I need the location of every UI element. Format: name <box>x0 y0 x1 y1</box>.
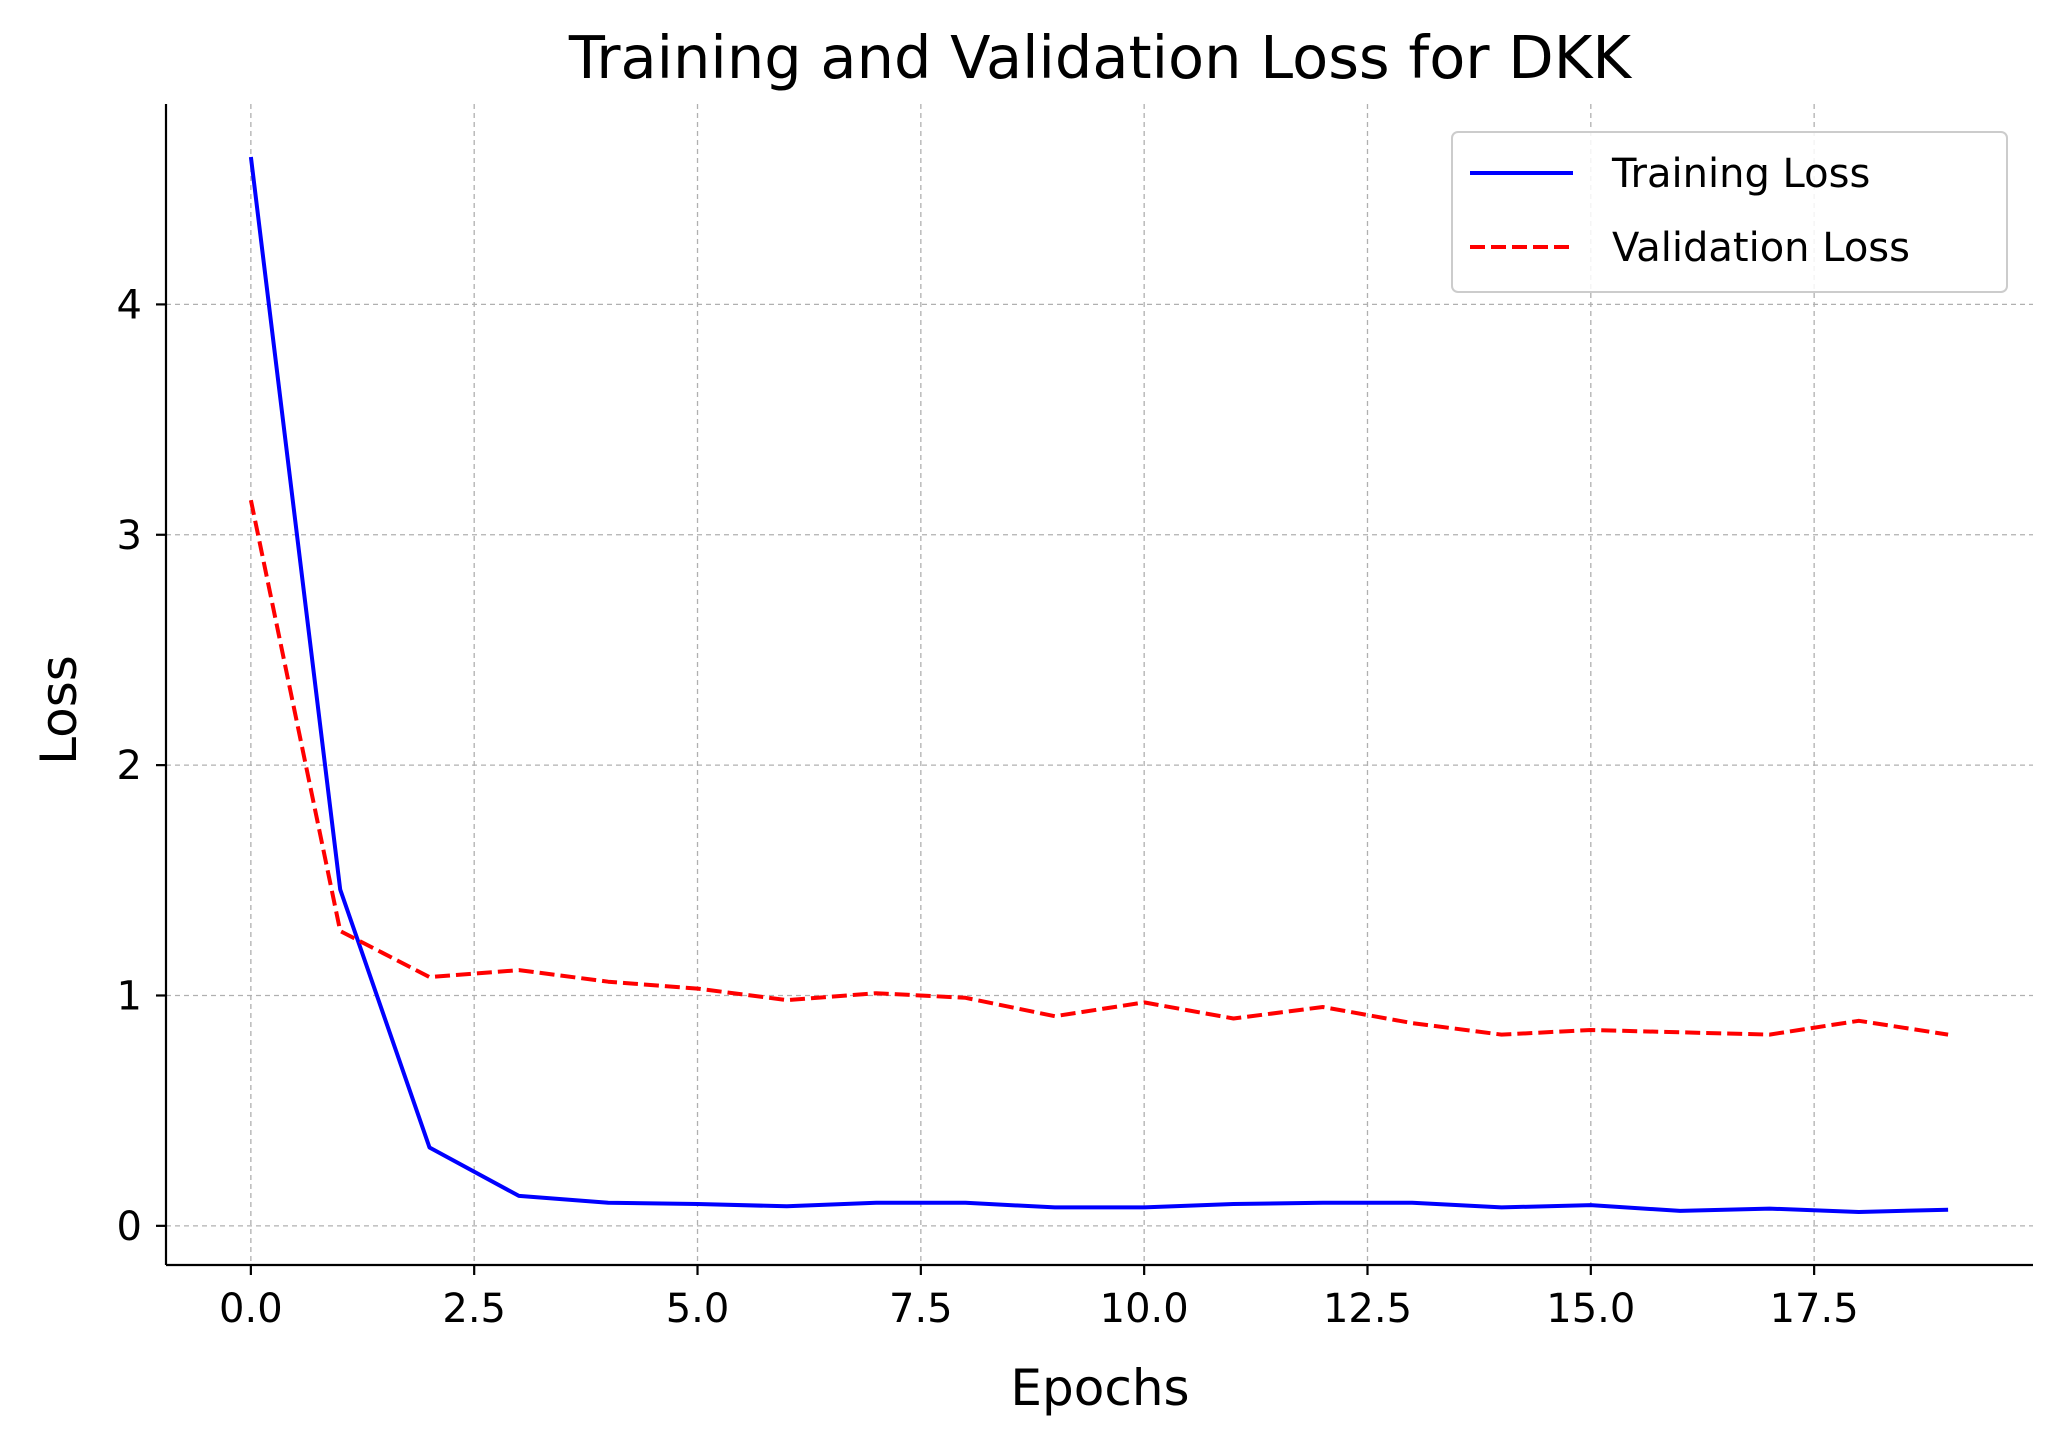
axes <box>164 104 2033 1267</box>
training-loss-line <box>248 156 1949 1214</box>
validation-loss-line <box>248 499 1949 1037</box>
grid <box>166 104 2033 1265</box>
series-lines <box>248 156 1949 1214</box>
x-tick-label: 10.0 <box>1100 1286 1189 1332</box>
x-tick-label: 7.5 <box>889 1286 953 1332</box>
y-tick-label: 3 <box>117 513 142 559</box>
chart-title: Training and Validation Loss for DKK <box>568 23 1633 92</box>
y-tick-label: 1 <box>117 973 142 1019</box>
y-axis-label: Loss <box>30 655 88 765</box>
y-tick-label: 2 <box>117 743 142 789</box>
x-tick-label: 15.0 <box>1546 1286 1635 1332</box>
y-tick-label: 4 <box>117 282 142 328</box>
ticks: 0.0 2.5 5.0 7.5 10.0 12.5 15.0 17.5 0 1 2 3 4 <box>117 282 1859 1332</box>
legend-label-validation: Validation Loss <box>1612 225 1910 271</box>
x-tick-label: 17.5 <box>1770 1286 1859 1332</box>
x-tick-label: 2.5 <box>442 1286 506 1332</box>
x-tick-label: 0.0 <box>219 1286 283 1332</box>
y-tick-label: 0 <box>117 1204 142 1250</box>
legend-box <box>1451 131 2008 293</box>
x-axis-label: Epochs <box>1010 1359 1189 1417</box>
legend: Training Loss Validation Loss <box>1451 131 2008 293</box>
legend-label-training: Training Loss <box>1611 151 1870 197</box>
x-tick-label: 12.5 <box>1323 1286 1412 1332</box>
x-tick-label: 5.0 <box>666 1286 730 1332</box>
